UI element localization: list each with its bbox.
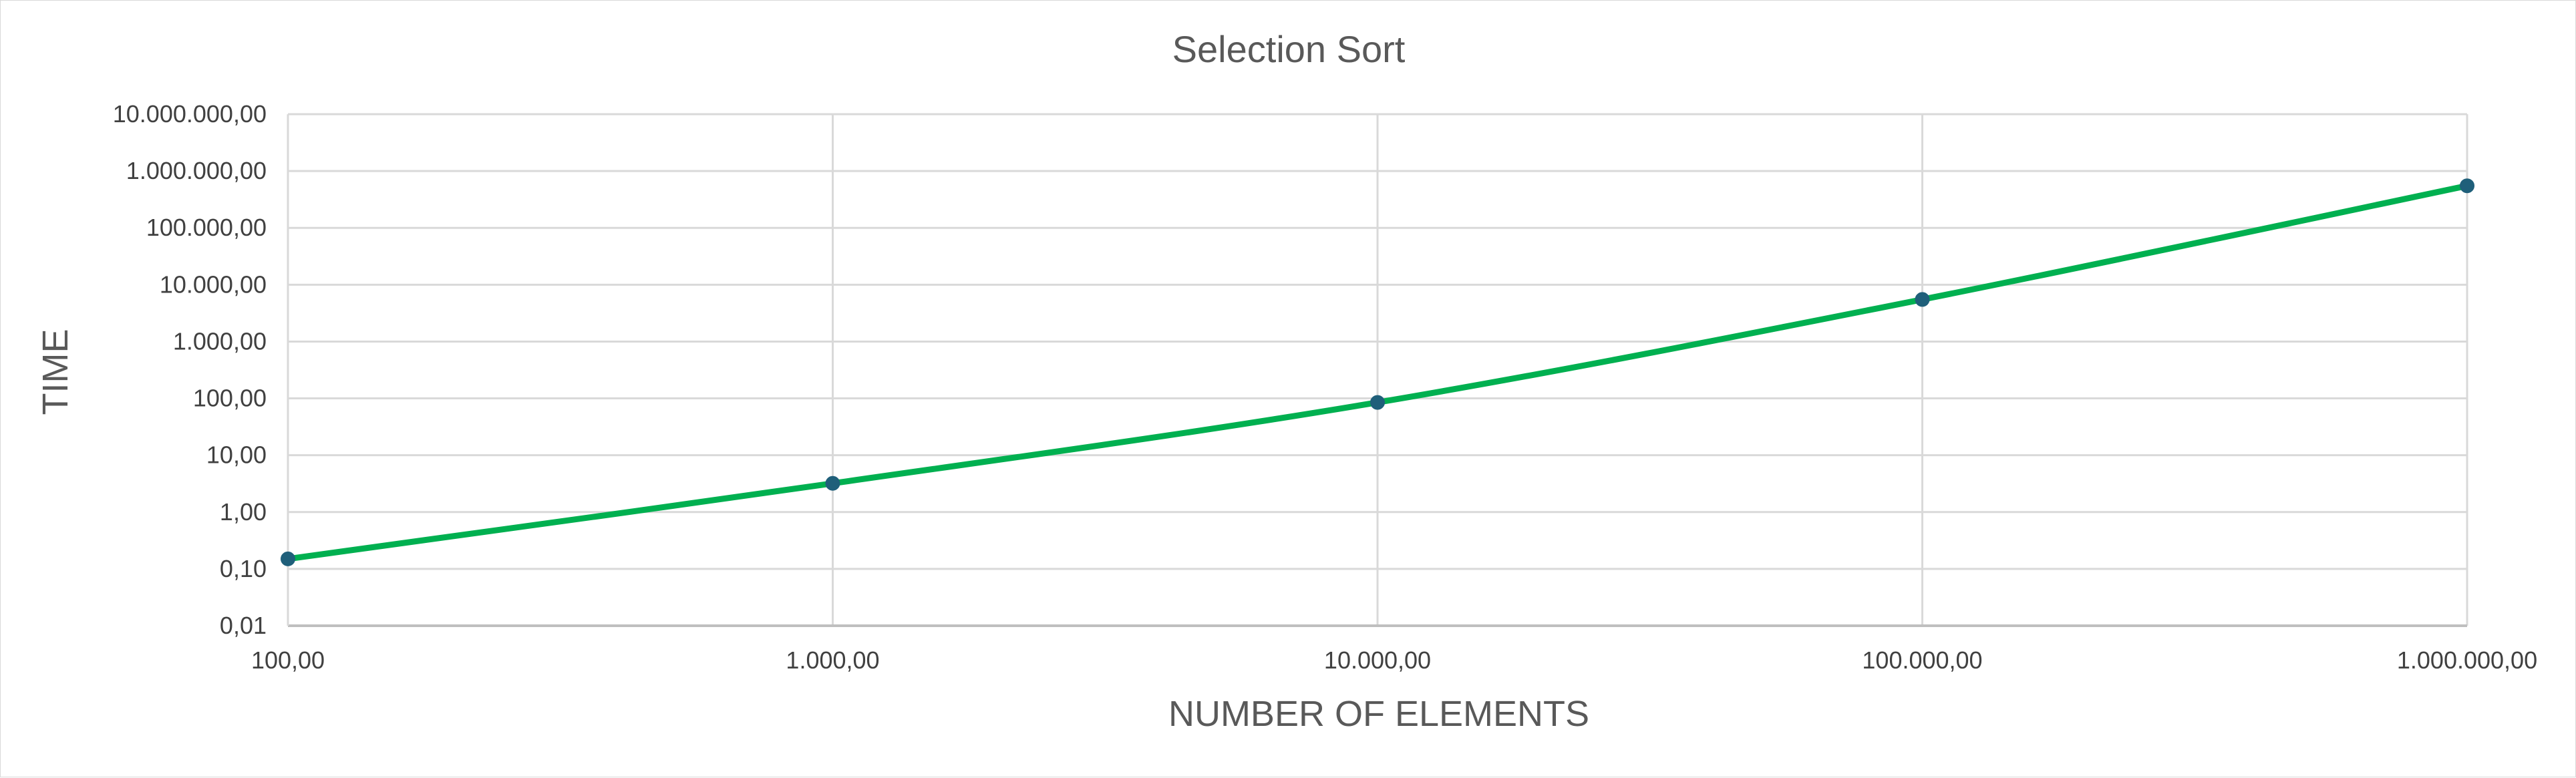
x-tick-label: 100,00 [251,646,325,674]
y-tick-label: 100,00 [193,385,267,412]
y-tick-label: 10,00 [206,441,267,469]
grid-lines [287,113,2468,627]
y-tick-label: 0,10 [220,555,267,582]
y-axis-title: TIME [35,329,75,415]
y-tick-label: 100.000,00 [146,214,267,241]
y-tick-label: 10.000.000,00 [113,100,267,128]
data-point [1370,395,1385,410]
x-tick-label: 100.000,00 [1862,646,1982,674]
data-point [1915,292,1930,307]
data-markers [281,178,2474,566]
data-point [281,551,295,566]
y-tick-label: 1,00 [220,498,267,526]
data-point [2460,178,2474,194]
x-tick-label: 1.000,00 [786,646,879,674]
tick-labels: 0,01 0,10 1,00 10,00 100,00 1.000,00 10.000,00… [113,100,2537,674]
y-tick-label: 0,01 [220,612,267,639]
chart-title: Selection Sort [1172,28,1406,70]
y-tick-label: 10.000,00 [160,270,267,298]
x-axis-title: NUMBER OF ELEMENTS [1168,694,1589,734]
x-tick-label: 1.000.000,00 [2397,646,2537,674]
data-point [825,475,840,491]
y-tick-label: 1.000,00 [173,327,267,355]
x-tick-label: 10.000,00 [1324,646,1431,674]
y-tick-label: 1.000.000,00 [126,157,267,184]
axis-lines [287,114,2467,627]
